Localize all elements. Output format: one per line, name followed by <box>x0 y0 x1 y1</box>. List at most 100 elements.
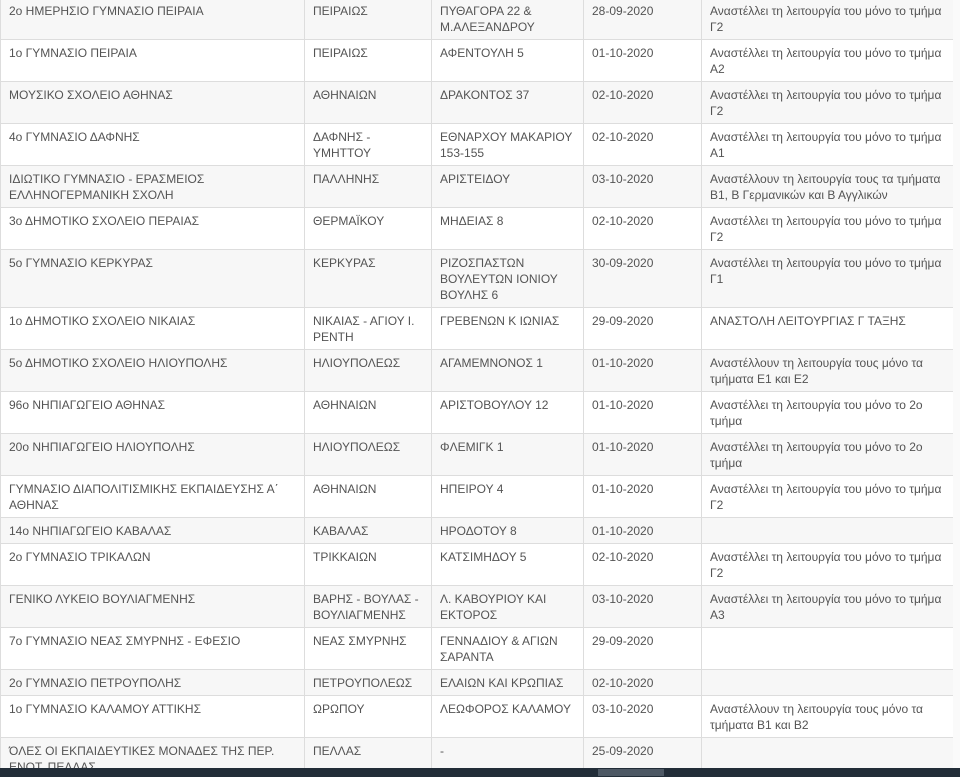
note-cell: Αναστέλλουν τη λειτουργία τους μόνο τα τ… <box>701 695 959 738</box>
date-cell: 28-09-2020 <box>583 0 702 40</box>
table-row: 2ο ΗΜΕΡΗΣΙΟ ΓΥΜΝΑΣΙΟ ΠΕΙΡΑΙΑ ΠΕΙΡΑΙΩΣ ΠΥ… <box>0 0 959 40</box>
note-cell: Αναστέλλει τη λειτουργία του μόνο το τμή… <box>701 207 959 250</box>
municipality-cell: ΗΛΙΟΥΠΟΛΕΩΣ <box>304 349 432 392</box>
address-cell: ΠΥΘΑΓΟΡΑ 22 & Μ.ΑΛΕΞΑΝΔΡΟΥ <box>431 0 584 40</box>
address-cell: ΓΕΝΝΑΔΙΟΥ & ΑΓΙΩΝ ΣΑΡΑΝΤΑ <box>431 627 584 670</box>
address-cell: ΛΕΩΦΟΡΟΣ ΚΑΛΑΜΟΥ <box>431 695 584 738</box>
municipality-cell: ΠΕΙΡΑΙΩΣ <box>304 39 432 82</box>
school-name-cell: 20ο ΝΗΠΙΑΓΩΓΕΙΟ ΗΛΙΟΥΠΟΛΗΣ <box>0 433 305 476</box>
table-row: 5ο ΓΥΜΝΑΣΙΟ ΚΕΡΚΥΡΑΣ ΚΕΡΚΥΡΑΣ ΡΙΖΟΣΠΑΣΤΩ… <box>0 249 959 308</box>
date-cell: 29-09-2020 <box>583 627 702 670</box>
address-cell: ΕΘΝΑΡΧΟΥ ΜΑΚΑΡΙΟΥ 153-155 <box>431 123 584 166</box>
table-row: 96ο ΝΗΠΙΑΓΩΓΕΙΟ ΑΘΗΝΑΣ ΑΘΗΝΑΙΩΝ ΑΡΙΣΤΟΒΟ… <box>0 391 959 434</box>
note-cell: ΑΝΑΣΤΟΛΗ ΛΕΙΤΟΥΡΓΙΑΣ Γ ΤΑΞΗΣ <box>701 307 959 350</box>
municipality-cell: ΒΑΡΗΣ - ΒΟΥΛΑΣ - ΒΟΥΛΙΑΓΜΕΝΗΣ <box>304 585 432 628</box>
municipality-cell: ΘΕΡΜΑΪΚΟΥ <box>304 207 432 250</box>
note-cell <box>701 669 959 696</box>
school-name-cell: ΓΕΝΙΚΟ ΛΥΚΕΙΟ ΒΟΥΛΙΑΓΜΕΝΗΣ <box>0 585 305 628</box>
address-cell: ΑΡΙΣΤΕΙΔΟΥ <box>431 165 584 208</box>
address-cell: ΓΡΕΒΕΝΩΝ Κ ΙΩΝΙΑΣ <box>431 307 584 350</box>
note-cell: Αναστέλλει τη λειτουργία του μόνο το τμή… <box>701 123 959 166</box>
note-cell: Αναστέλλουν τη λειτουργία τους τα τμήματ… <box>701 165 959 208</box>
address-cell: ΑΓΑΜΕΜΝΟΝΟΣ 1 <box>431 349 584 392</box>
note-cell: Αναστέλλει τη λειτουργία του μόνο το τμή… <box>701 249 959 308</box>
school-name-cell: 3ο ΔΗΜΟΤΙΚΟ ΣΧΟΛΕΙΟ ΠΕΡΑΙΑΣ <box>0 207 305 250</box>
table-row: 4ο ΓΥΜΝΑΣΙΟ ΔΑΦΝΗΣ ΔΑΦΝΗΣ - ΥΜΗΤΤΟΥ ΕΘΝΑ… <box>0 123 959 166</box>
table-row: 5ο ΔΗΜΟΤΙΚΟ ΣΧΟΛΕΙΟ ΗΛΙΟΥΠΟΛΗΣ ΗΛΙΟΥΠΟΛΕ… <box>0 349 959 392</box>
school-name-cell: 5ο ΓΥΜΝΑΣΙΟ ΚΕΡΚΥΡΑΣ <box>0 249 305 308</box>
municipality-cell: ΠΕΤΡΟΥΠΟΛΕΩΣ <box>304 669 432 696</box>
address-cell: ΦΛΕΜΙΓΚ 1 <box>431 433 584 476</box>
address-cell: Λ. ΚΑΒΟΥΡΙΟΥ ΚΑΙ ΕΚΤΟΡΟΣ <box>431 585 584 628</box>
address-cell: ΑΡΙΣΤΟΒΟΥΛΟΥ 12 <box>431 391 584 434</box>
date-cell: 02-10-2020 <box>583 81 702 124</box>
table-row: ΜΟΥΣΙΚΟ ΣΧΟΛΕΙΟ ΑΘΗΝΑΣ ΑΘΗΝΑΙΩΝ ΔΡΑΚΟΝΤΟ… <box>0 81 959 124</box>
date-cell: 02-10-2020 <box>583 543 702 586</box>
school-name-cell: 2ο ΓΥΜΝΑΣΙΟ ΠΕΤΡΟΥΠΟΛΗΣ <box>0 669 305 696</box>
school-name-cell: 5ο ΔΗΜΟΤΙΚΟ ΣΧΟΛΕΙΟ ΗΛΙΟΥΠΟΛΗΣ <box>0 349 305 392</box>
school-name-cell: 1ο ΔΗΜΟΤΙΚΟ ΣΧΟΛΕΙΟ ΝΙΚΑΙΑΣ <box>0 307 305 350</box>
vertical-scrollbar-track[interactable] <box>953 0 960 777</box>
table-row: ΓΕΝΙΚΟ ΛΥΚΕΙΟ ΒΟΥΛΙΑΓΜΕΝΗΣ ΒΑΡΗΣ - ΒΟΥΛΑ… <box>0 585 959 628</box>
date-cell: 03-10-2020 <box>583 585 702 628</box>
table-row: 7ο ΓΥΜΝΑΣΙΟ ΝΕΑΣ ΣΜΥΡΝΗΣ - ΕΦΕΣΙΟ ΝΕΑΣ Σ… <box>0 627 959 670</box>
date-cell: 29-09-2020 <box>583 307 702 350</box>
school-name-cell: ΙΔΙΩΤΙΚΟ ΓΥΜΝΑΣΙΟ - ΕΡΑΣΜΕΙΟΣ ΕΛΛΗΝΟΓΕΡΜ… <box>0 165 305 208</box>
school-name-cell: 7ο ΓΥΜΝΑΣΙΟ ΝΕΑΣ ΣΜΥΡΝΗΣ - ΕΦΕΣΙΟ <box>0 627 305 670</box>
municipality-cell: ΠΕΙΡΑΙΩΣ <box>304 0 432 40</box>
address-cell: ΕΛΑΙΩΝ ΚΑΙ ΚΡΩΠΙΑΣ <box>431 669 584 696</box>
table-row: 1ο ΓΥΜΝΑΣΙΟ ΚΑΛΑΜΟΥ ΑΤΤΙΚΗΣ ΩΡΩΠΟΥ ΛΕΩΦΟ… <box>0 695 959 738</box>
school-name-cell: 1ο ΓΥΜΝΑΣΙΟ ΚΑΛΑΜΟΥ ΑΤΤΙΚΗΣ <box>0 695 305 738</box>
school-name-cell: 1ο ΓΥΜΝΑΣΙΟ ΠΕΙΡΑΙΑ <box>0 39 305 82</box>
table-row: 20ο ΝΗΠΙΑΓΩΓΕΙΟ ΗΛΙΟΥΠΟΛΗΣ ΗΛΙΟΥΠΟΛΕΩΣ Φ… <box>0 433 959 476</box>
note-cell: Αναστέλλει τη λειτουργία του μόνο το τμή… <box>701 475 959 518</box>
municipality-cell: ΠΑΛΛΗΝΗΣ <box>304 165 432 208</box>
school-name-cell: 14ο ΝΗΠΙΑΓΩΓΕΙΟ ΚΑΒΑΛΑΣ <box>0 517 305 544</box>
school-name-cell: ΜΟΥΣΙΚΟ ΣΧΟΛΕΙΟ ΑΘΗΝΑΣ <box>0 81 305 124</box>
school-name-cell: 96ο ΝΗΠΙΑΓΩΓΕΙΟ ΑΘΗΝΑΣ <box>0 391 305 434</box>
table-row: 2ο ΓΥΜΝΑΣΙΟ ΠΕΤΡΟΥΠΟΛΗΣ ΠΕΤΡΟΥΠΟΛΕΩΣ ΕΛΑ… <box>0 669 959 696</box>
school-name-cell: 4ο ΓΥΜΝΑΣΙΟ ΔΑΦΝΗΣ <box>0 123 305 166</box>
date-cell: 01-10-2020 <box>583 433 702 476</box>
school-name-cell: ΓΥΜΝΑΣΙΟ ΔΙΑΠΟΛΙΤΙΣΜΙΚΗΣ ΕΚΠΑΙΔΕΥΣΗΣ Α΄ … <box>0 475 305 518</box>
date-cell: 01-10-2020 <box>583 349 702 392</box>
horizontal-scrollbar-thumb[interactable] <box>598 769 664 776</box>
address-cell: ΚΑΤΣΙΜΗΔΟΥ 5 <box>431 543 584 586</box>
address-cell: ΗΠΕΙΡΟΥ 4 <box>431 475 584 518</box>
note-cell: Αναστέλλει τη λειτουργία του μόνο το τμή… <box>701 0 959 40</box>
address-cell: ΗΡΟΔΟΤΟΥ 8 <box>431 517 584 544</box>
date-cell: 01-10-2020 <box>583 517 702 544</box>
municipality-cell: ΝΙΚΑΙΑΣ - ΑΓΙΟΥ Ι. ΡΕΝΤΗ <box>304 307 432 350</box>
date-cell: 01-10-2020 <box>583 475 702 518</box>
note-cell <box>701 627 959 670</box>
note-cell: Αναστέλλει τη λειτουργία του μόνο το 2ο … <box>701 433 959 476</box>
address-cell: ΡΙΖΟΣΠΑΣΤΩΝ ΒΟΥΛΕΥΤΩΝ ΙΟΝΙΟΥ ΒΟΥΛΗΣ 6 <box>431 249 584 308</box>
date-cell: 03-10-2020 <box>583 165 702 208</box>
date-cell: 30-09-2020 <box>583 249 702 308</box>
note-cell: Αναστέλλει τη λειτουργία του μόνο το τμή… <box>701 543 959 586</box>
date-cell: 02-10-2020 <box>583 207 702 250</box>
date-cell: 02-10-2020 <box>583 669 702 696</box>
address-cell: ΔΡΑΚΟΝΤΟΣ 37 <box>431 81 584 124</box>
horizontal-scrollbar-track[interactable] <box>0 768 960 777</box>
note-cell: Αναστέλλει τη λειτουργία του μόνο το τμή… <box>701 81 959 124</box>
note-cell: Αναστέλλει τη λειτουργία του μόνο το τμή… <box>701 39 959 82</box>
date-cell: 01-10-2020 <box>583 39 702 82</box>
table-row: 1ο ΔΗΜΟΤΙΚΟ ΣΧΟΛΕΙΟ ΝΙΚΑΙΑΣ ΝΙΚΑΙΑΣ - ΑΓ… <box>0 307 959 350</box>
note-cell <box>701 517 959 544</box>
municipality-cell: ΤΡΙΚΚΑΙΩΝ <box>304 543 432 586</box>
address-cell: ΜΗΔΕΙΑΣ 8 <box>431 207 584 250</box>
table-row: 3ο ΔΗΜΟΤΙΚΟ ΣΧΟΛΕΙΟ ΠΕΡΑΙΑΣ ΘΕΡΜΑΪΚΟΥ ΜΗ… <box>0 207 959 250</box>
note-cell: Αναστέλλει τη λειτουργία του μόνο το 2ο … <box>701 391 959 434</box>
municipality-cell: ΗΛΙΟΥΠΟΛΕΩΣ <box>304 433 432 476</box>
municipality-cell: ΑΘΗΝΑΙΩΝ <box>304 81 432 124</box>
municipality-cell: ΝΕΑΣ ΣΜΥΡΝΗΣ <box>304 627 432 670</box>
table-row: ΓΥΜΝΑΣΙΟ ΔΙΑΠΟΛΙΤΙΣΜΙΚΗΣ ΕΚΠΑΙΔΕΥΣΗΣ Α΄ … <box>0 475 959 518</box>
municipality-cell: ΔΑΦΝΗΣ - ΥΜΗΤΤΟΥ <box>304 123 432 166</box>
table-row: 1ο ΓΥΜΝΑΣΙΟ ΠΕΙΡΑΙΑ ΠΕΙΡΑΙΩΣ ΑΦΕΝΤΟΥΛΗ 5… <box>0 39 959 82</box>
municipality-cell: ΩΡΩΠΟΥ <box>304 695 432 738</box>
table-row: 2ο ΓΥΜΝΑΣΙΟ ΤΡΙΚΑΛΩΝ ΤΡΙΚΚΑΙΩΝ ΚΑΤΣΙΜΗΔΟ… <box>0 543 959 586</box>
